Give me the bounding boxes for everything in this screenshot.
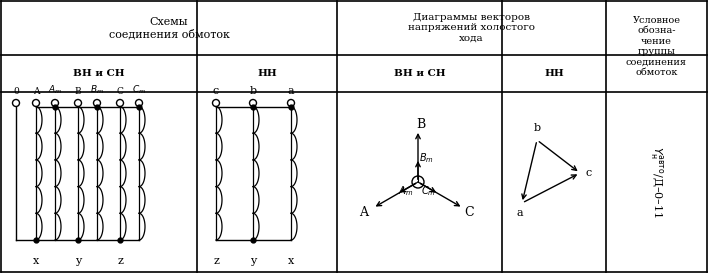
Text: A: A <box>360 206 368 218</box>
Text: НН: НН <box>544 69 564 78</box>
Text: $C_m$: $C_m$ <box>421 184 436 198</box>
Text: Схемы
соединения обмоток: Схемы соединения обмоток <box>108 17 229 39</box>
Text: $A_m$: $A_m$ <box>47 84 62 96</box>
Text: A: A <box>33 88 39 96</box>
Text: a: a <box>517 208 523 218</box>
Text: c: c <box>586 168 593 178</box>
Text: $B_m$: $B_m$ <box>418 151 433 165</box>
Text: Диаграммы векторов
напряжений холостого
хода: Диаграммы векторов напряжений холостого … <box>408 13 535 43</box>
Text: z: z <box>117 256 123 266</box>
Text: 0: 0 <box>13 88 19 96</box>
Text: x: x <box>288 256 294 266</box>
Text: $A_m$: $A_m$ <box>398 184 413 198</box>
Text: $Y_{\text{н}}^{\text{авто}}$/Д–0–11: $Y_{\text{н}}^{\text{авто}}$/Д–0–11 <box>648 146 665 218</box>
Text: y: y <box>250 256 256 266</box>
Text: z: z <box>213 256 219 266</box>
Text: b: b <box>533 123 541 133</box>
Text: ВН и СН: ВН и СН <box>73 69 125 78</box>
Text: b: b <box>249 87 256 96</box>
Text: $B_m$: $B_m$ <box>90 84 104 96</box>
Text: $C_m$: $C_m$ <box>132 84 146 96</box>
Text: Условное
обозна-
чение
группы
соединения
обмоток: Условное обозна- чение группы соединения… <box>626 16 687 77</box>
Text: B: B <box>416 117 426 130</box>
Text: a: a <box>287 87 295 96</box>
Text: B: B <box>74 88 81 96</box>
Text: x: x <box>33 256 39 266</box>
Text: c: c <box>213 87 219 96</box>
Text: y: y <box>75 256 81 266</box>
Text: C: C <box>464 206 474 218</box>
Text: C: C <box>117 88 123 96</box>
Text: ВН и СН: ВН и СН <box>394 69 445 78</box>
Text: НН: НН <box>257 69 277 78</box>
